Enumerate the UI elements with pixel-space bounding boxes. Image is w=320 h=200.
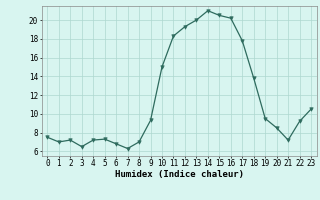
X-axis label: Humidex (Indice chaleur): Humidex (Indice chaleur) [115,170,244,179]
